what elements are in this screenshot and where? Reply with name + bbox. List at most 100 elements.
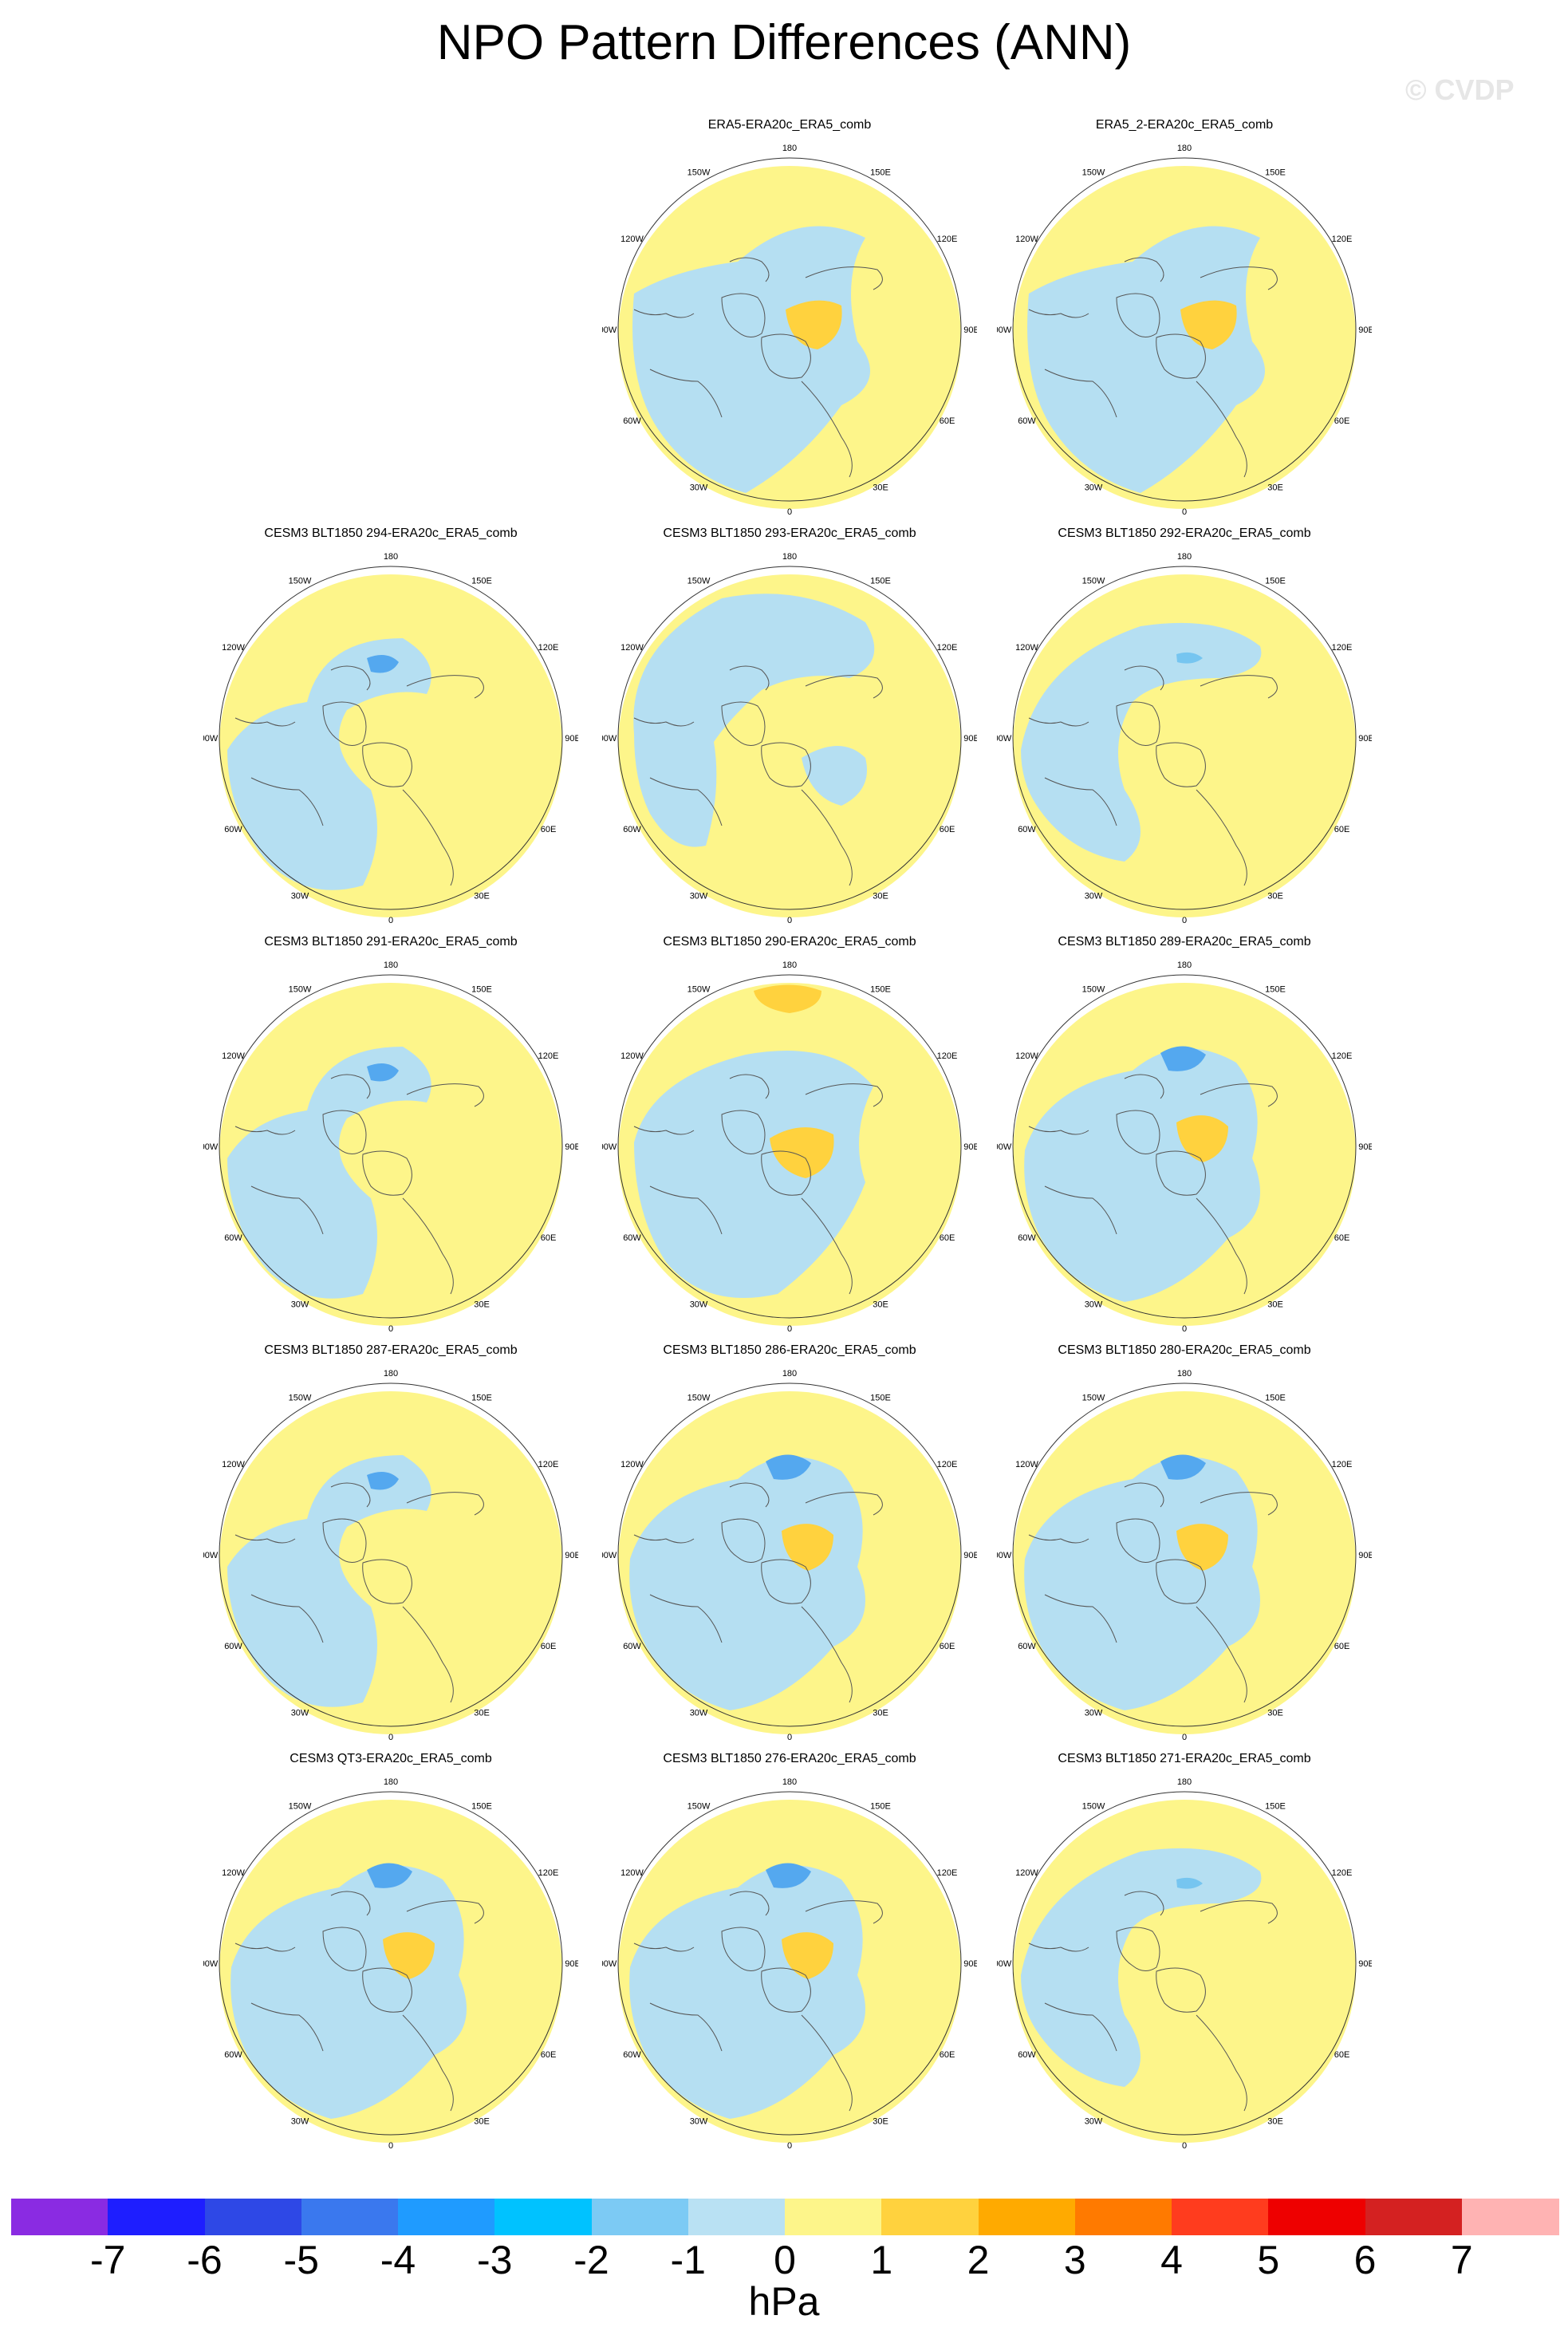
coastline [805,675,883,699]
coastline [801,2014,853,2112]
coastline [1044,777,1117,826]
longitude-label: 60E [541,1233,557,1243]
longitude-label: 30E [873,2117,888,2127]
map-panel: CESM3 BLT1850 290-ERA20c_ERA5_comb 180 150… [602,935,977,1334]
coastline [1028,1126,1089,1135]
coastline [1156,1559,1206,1604]
coastline [761,1967,811,2013]
coastline [1200,675,1278,699]
longitude-label: 180 [384,552,398,562]
longitude-label: 60W [224,1642,242,1651]
coastline [1124,1891,1164,1916]
longitude-label: 90W [602,1551,617,1560]
coastline [805,1900,883,1924]
longitude-label: 120E [1332,1868,1353,1878]
longitude-label: 150W [1082,1394,1105,1403]
coastline [362,1150,412,1196]
longitude-label: 120E [538,1460,559,1469]
anomaly-contour [1160,1046,1206,1071]
longitude-label: 0 [388,1733,393,1742]
map-panel: CESM3 BLT1850 280-ERA20c_ERA5_comb 180 150… [997,1343,1372,1742]
coastline [1116,701,1160,746]
coastline [330,1482,371,1508]
anomaly-contour [230,1865,467,2119]
colorbar [11,2199,1559,2235]
longitude-label: 90E [1358,1142,1372,1152]
colorbar-swatch [301,2199,399,2235]
coastline [805,1492,883,1516]
anomaly-contour [633,594,875,847]
longitude-label: 60W [623,825,641,834]
longitude-label: 0 [787,1733,792,1742]
coastline [721,293,766,337]
longitude-label: 90W [203,1551,219,1560]
longitude-label: 90E [963,1142,977,1152]
longitude-label: 60W [623,1233,641,1243]
longitude-label: 150E [870,985,891,995]
longitude-label: 90E [963,325,977,335]
longitude-label: 60E [940,1233,955,1243]
map-panel: CESM3 BLT1850 294-ERA20c_ERA5_comb 180 150… [203,527,578,925]
coastline [721,1927,766,1971]
longitude-label: 30W [1085,2117,1103,2127]
longitude-label: 30E [873,1709,888,1718]
colorbar-tick-label: -7 [90,2238,126,2282]
longitude-label: 150W [289,577,312,586]
coastline [1028,309,1089,318]
coastline [805,266,883,290]
longitude-label: 180 [782,1777,797,1787]
colorbar-tick-label: 6 [1353,2238,1377,2282]
coastline [250,1594,324,1643]
longitude-label: 90E [963,1959,977,1969]
longitude-label: 120W [621,643,644,653]
longitude-label: 0 [388,1324,393,1334]
coastline [649,1594,723,1643]
longitude-label: 90W [203,734,219,743]
longitude-label: 30E [1267,483,1283,493]
longitude-label: 30W [291,892,309,901]
colorbar-swatch [1365,2199,1463,2235]
longitude-label: 90E [565,1142,578,1152]
longitude-label: 90E [565,1959,578,1969]
map-boundary [1012,1791,1357,2136]
panel-title: ERA5-ERA20c_ERA5_comb [707,118,872,132]
coastline [729,1891,770,1916]
colorbar-tick-label: -5 [283,2238,319,2282]
map-boundary [1012,566,1357,910]
colorbar-tick-label: 7 [1450,2238,1473,2282]
coastline [406,1492,484,1516]
longitude-label: 0 [1182,507,1187,517]
longitude-label: 90E [963,1551,977,1560]
longitude-label: 90W [602,1959,617,1969]
coastline [1124,1482,1164,1508]
polar-map: 180 150E 120E 90E 60E 30E 0 30W 60W 90W 120W 150W [203,1777,578,2151]
longitude-label: 150E [471,1394,492,1403]
anomaly-contour [1176,1524,1228,1571]
longitude-label: 120E [538,1051,559,1061]
longitude-label: 120E [1332,235,1353,244]
longitude-label: 150E [471,577,492,586]
coastline [729,257,770,282]
anomaly-contour [367,655,399,673]
longitude-label: 120W [222,643,245,653]
longitude-label: 60E [541,1642,557,1651]
coastline [1124,1074,1164,1099]
longitude-label: 120E [1332,1051,1353,1061]
longitude-label: 180 [1177,960,1192,970]
coastline [1044,1185,1117,1235]
coastline [649,369,723,418]
coastline [801,1197,853,1295]
polar-map: 180 150E 120E 90E 60E 30E 0 30W 60W 90W 120W 150W [602,552,977,925]
coastline [402,789,454,886]
longitude-label: 30W [690,1709,708,1718]
longitude-label: 30E [474,2117,490,2127]
coastline [721,1518,766,1563]
coastline [1028,1943,1089,1952]
longitude-label: 60W [1018,416,1036,426]
anomaly-contour [227,638,431,890]
colorbar-tick-label: -2 [573,2238,609,2282]
coastline [729,1482,770,1508]
coastline [1196,381,1247,478]
longitude-label: 120W [1015,1868,1038,1878]
coastline [1196,1197,1247,1295]
